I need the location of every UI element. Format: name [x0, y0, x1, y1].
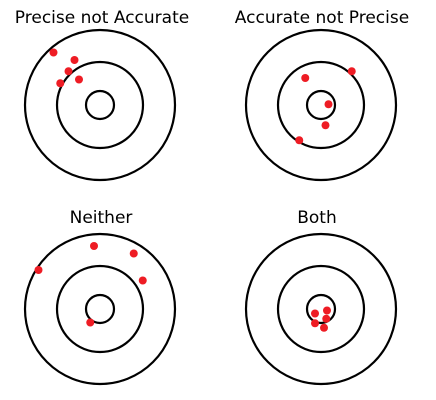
- panel-title-neither: Neither: [69, 208, 133, 228]
- hit-dot: [311, 319, 319, 328]
- middle-ring: [276, 60, 366, 150]
- target-precise-not-accurate: [23, 28, 177, 182]
- outer-ring: [244, 232, 398, 386]
- hit-dot: [86, 318, 95, 327]
- middle-ring: [276, 264, 366, 354]
- hit-dot: [138, 276, 147, 285]
- hit-dot: [129, 249, 138, 258]
- hit-dot: [49, 48, 58, 57]
- hit-dot: [34, 266, 43, 274]
- hit-dot: [322, 314, 331, 323]
- middle-ring: [55, 60, 145, 150]
- hit-dot: [347, 67, 356, 76]
- hit-dot: [56, 79, 65, 88]
- outer-ring: [23, 232, 177, 386]
- hit-dot: [321, 121, 330, 130]
- outer-ring: [23, 28, 177, 182]
- panel-title-precise-not-accurate: Precise not Accurate: [14, 8, 190, 28]
- panel-title-both: Both: [297, 208, 337, 228]
- hit-dot: [295, 136, 304, 145]
- bullseye-ring: [305, 89, 337, 121]
- bullseye-ring: [305, 293, 337, 325]
- target-neither: [23, 232, 177, 386]
- bullseye-ring: [84, 89, 116, 121]
- target-both: [244, 232, 398, 386]
- hit-dot: [75, 75, 83, 84]
- panel-title-accurate-not-precise: Accurate not Precise: [234, 8, 410, 28]
- hit-dot: [70, 56, 79, 64]
- hit-dot: [90, 242, 98, 250]
- hit-dot: [64, 67, 73, 76]
- middle-ring: [55, 264, 145, 354]
- hit-dot: [311, 309, 319, 318]
- hit-dot: [301, 74, 310, 82]
- hit-dot: [323, 306, 331, 315]
- hit-dot: [324, 100, 333, 109]
- target-accurate-not-precise: [244, 28, 398, 182]
- hit-dot: [320, 323, 328, 332]
- outer-ring: [244, 28, 398, 182]
- bullseye-ring: [84, 293, 116, 325]
